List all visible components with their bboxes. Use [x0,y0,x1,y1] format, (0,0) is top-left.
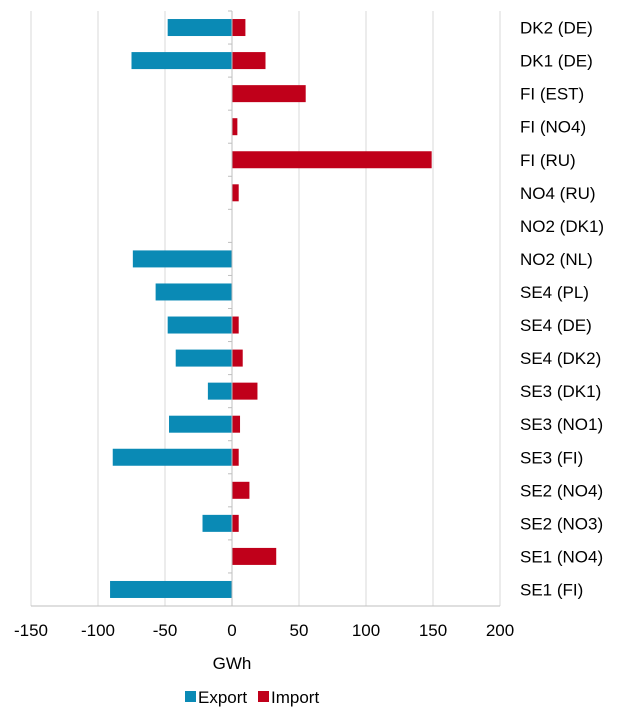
category-label: DK1 (DE) [520,52,593,71]
x-tick-label: -150 [14,621,48,640]
category-label: SE3 (NO1) [520,415,603,434]
category-labels: DK2 (DE) DK1 (DE) FI (EST) FI (NO4) FI (RU) N… [520,19,604,600]
category-label: SE4 (DK2) [520,349,601,368]
category-label: FI (NO4) [520,118,586,137]
x-tick-label: 150 [419,621,447,640]
bar-import [232,19,246,37]
category-label: SE1 (NO4) [520,547,603,566]
bar-import [232,481,250,499]
x-tick-label: -100 [81,621,115,640]
bar-export [167,316,232,334]
legend-swatch-export [185,691,196,702]
bar-import [232,514,239,532]
bar-import [232,382,258,400]
category-label: SE1 (FI) [520,580,583,599]
category-label: SE3 (DK1) [520,382,601,401]
category-label: SE2 (NO3) [520,514,603,533]
x-tick-label: 200 [486,621,514,640]
x-tick-label: 100 [352,621,380,640]
legend-swatch-import [258,691,269,702]
x-tick-label: -50 [153,621,178,640]
bar-import [232,85,306,103]
bar-import [232,316,239,334]
bar-import [232,448,239,466]
bar-export [112,448,232,466]
bar-import [232,118,238,136]
bar-export [169,415,232,433]
bar-export [132,250,232,268]
bar-import [232,547,277,565]
bar-export [155,283,232,301]
x-axis-title: GWh [213,654,252,673]
legend: Export Import [185,688,319,707]
bar-export [110,580,232,598]
bar-import [232,415,241,433]
bar-export [207,382,232,400]
axes: -150 -100 -50 0 50 100 150 200 [14,10,514,640]
category-label: NO2 (DK1) [520,217,604,236]
x-tick-label: 0 [227,621,236,640]
category-label: NO2 (NL) [520,250,593,269]
bar-export [167,19,232,37]
bar-import [232,52,266,70]
bar-export [175,349,232,367]
bar-export [202,514,232,532]
bar-import [232,151,432,169]
bar-import [232,349,243,367]
category-label: FI (EST) [520,85,584,104]
gridlines [30,11,501,606]
bar-import [232,184,239,202]
category-label: NO4 (RU) [520,184,596,203]
category-label: DK2 (DE) [520,19,593,38]
category-label: SE4 (DE) [520,316,592,335]
category-label: SE3 (FI) [520,448,583,467]
category-label: SE2 (NO4) [520,481,603,500]
category-label: FI (RU) [520,151,576,170]
legend-label-export: Export [198,688,247,707]
bars [110,19,432,598]
legend-label-import: Import [271,688,319,707]
x-tick-label: 50 [290,621,309,640]
category-label: SE4 (PL) [520,283,589,302]
bar-export [131,52,232,70]
